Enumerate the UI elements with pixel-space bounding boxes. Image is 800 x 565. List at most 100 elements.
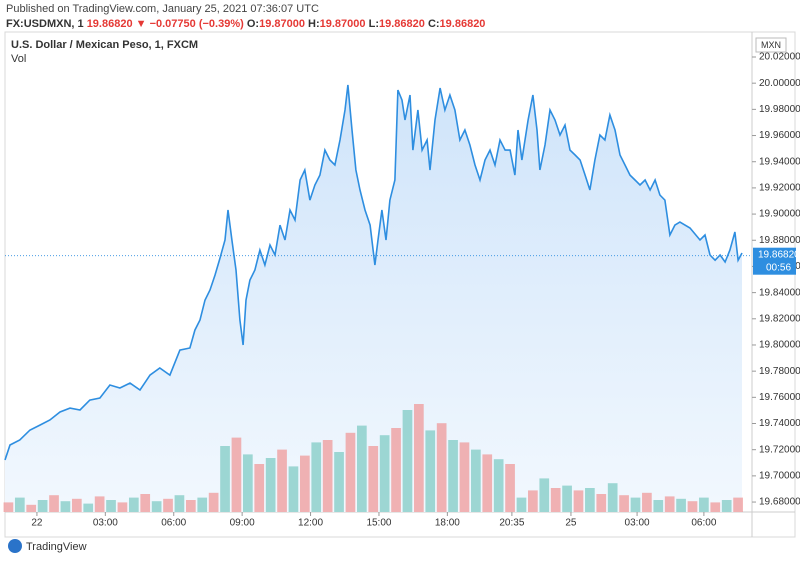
volume-bar xyxy=(277,449,287,512)
x-tick-label: 25 xyxy=(565,518,577,529)
y-tick-label: 19.68000 xyxy=(759,497,800,508)
volume-bar xyxy=(425,430,436,512)
x-tick-label: 15:00 xyxy=(366,518,391,529)
l-value: 19.86820 xyxy=(379,18,425,30)
volume-bar xyxy=(414,404,424,512)
volume-bar xyxy=(539,478,550,512)
y-tick-label: 19.76000 xyxy=(759,392,800,403)
volume-bar xyxy=(174,495,185,512)
volume-bar xyxy=(83,503,94,512)
y-tick-label: 19.94000 xyxy=(759,156,800,167)
x-tick-label: 06:00 xyxy=(691,518,716,529)
volume-bar xyxy=(710,502,721,512)
chart-title: U.S. Dollar / Mexican Peso, 1, FXCM xyxy=(11,39,198,51)
last-price-box xyxy=(753,247,796,275)
price-area xyxy=(5,85,742,512)
volume-bar xyxy=(197,497,208,512)
logo: TradingView xyxy=(8,539,87,553)
volume-bar xyxy=(528,490,538,512)
volume-bar xyxy=(402,410,413,512)
y-tick-label: 19.72000 xyxy=(759,444,800,455)
volume-bar xyxy=(573,490,584,512)
volume-bar xyxy=(334,452,344,512)
l-label: L: xyxy=(369,18,379,30)
last: 19.86820 xyxy=(87,18,133,30)
x-tick-label: 20:35 xyxy=(499,518,524,529)
brand: TradingView xyxy=(26,541,87,553)
volume-bar xyxy=(26,504,37,512)
volume-bar xyxy=(94,496,105,512)
currency: MXN xyxy=(761,40,781,50)
volume-bar xyxy=(151,501,162,512)
quote-line: FX:USDMXN, 1 19.86820 ▼ −0.07750 (−0.39%… xyxy=(6,18,485,30)
last-price-label: 19.86820 xyxy=(758,249,800,260)
volume-bar xyxy=(117,502,128,512)
logo-icon xyxy=(8,539,22,553)
volume-bar xyxy=(14,497,25,512)
volume-bar xyxy=(254,464,265,512)
y-tick-label: 19.88000 xyxy=(759,235,800,246)
volume-bar xyxy=(585,488,595,512)
volume-bar xyxy=(322,440,333,512)
y-tick-label: 19.74000 xyxy=(759,418,800,429)
volume-bar xyxy=(128,497,139,512)
volume-bar xyxy=(619,495,629,512)
volume-bar xyxy=(436,423,447,512)
y-tick-label: 19.96000 xyxy=(759,130,800,141)
volume-bar xyxy=(664,496,675,512)
volume-bar xyxy=(163,498,173,512)
volume-bar xyxy=(733,497,743,512)
volume-bar xyxy=(300,455,310,512)
symbol: FX:USDMXN, 1 xyxy=(6,18,84,30)
y-tick-label: 19.78000 xyxy=(759,366,800,377)
volume-bar xyxy=(596,494,607,512)
o-value: 19.87000 xyxy=(259,18,305,30)
volume-bar xyxy=(493,459,504,512)
volume-bar xyxy=(653,500,664,512)
volume-bar xyxy=(642,492,652,512)
volume-bar xyxy=(550,488,561,512)
volume-bar xyxy=(379,435,390,512)
volume-bar xyxy=(311,442,322,512)
y-tick-label: 19.98000 xyxy=(759,104,800,115)
change: ▼ −0.07750 (−0.39%) xyxy=(136,18,244,30)
volume-bar xyxy=(265,458,276,512)
y-tick-label: 19.92000 xyxy=(759,183,800,194)
volume-bar xyxy=(482,454,493,512)
x-tick-label: 12:00 xyxy=(298,518,323,529)
volume-bar xyxy=(676,498,686,512)
volume-bar xyxy=(607,483,618,512)
volume-bar xyxy=(721,500,732,512)
volume-bar xyxy=(505,464,515,512)
volume-bar xyxy=(37,500,48,512)
y-tick-label: 19.82000 xyxy=(759,313,800,324)
x-tick-label: 03:00 xyxy=(93,518,118,529)
volume-bar xyxy=(368,446,379,512)
plot: 19.68000 19.70000 19.72000 19.74000 19.76000… xyxy=(3,32,800,537)
y-tick-label: 19.70000 xyxy=(759,471,800,482)
volume-bar xyxy=(242,454,253,512)
volume-bar xyxy=(699,497,709,512)
volume-bar xyxy=(516,497,527,512)
o-label: O: xyxy=(247,18,259,30)
x-tick-label: 22 xyxy=(31,518,43,529)
volume-bar xyxy=(459,442,470,512)
volume-bar xyxy=(71,498,82,512)
volume-bar xyxy=(106,500,116,512)
volume-bar xyxy=(140,494,151,512)
volume-bar xyxy=(220,446,230,512)
h-label: H: xyxy=(308,18,320,30)
volume-bar xyxy=(49,495,59,512)
c-value: 19.86820 xyxy=(440,18,486,30)
y-tick-label: 19.90000 xyxy=(759,209,800,220)
published-note: Published on TradingView.com, January 25… xyxy=(6,3,319,15)
volume-bar xyxy=(288,466,299,512)
volume-label: Vol xyxy=(11,53,26,65)
x-tick-label: 03:00 xyxy=(625,518,650,529)
volume-bar xyxy=(345,432,356,512)
x-tick-label: 06:00 xyxy=(161,518,186,529)
volume-bar xyxy=(3,502,14,512)
volume-bar xyxy=(630,497,641,512)
volume-bar xyxy=(60,501,71,512)
